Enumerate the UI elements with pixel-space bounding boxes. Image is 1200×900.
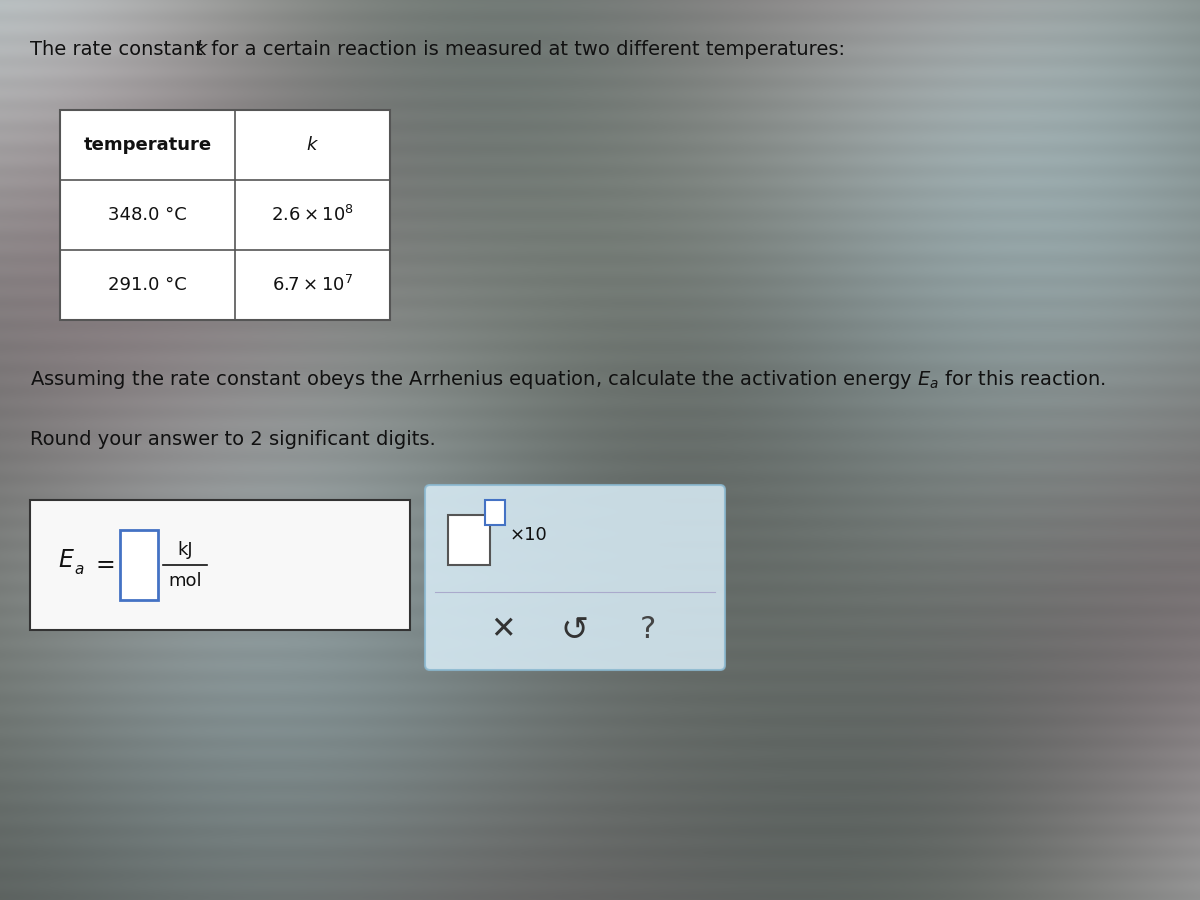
Text: mol: mol — [168, 572, 202, 590]
Text: kJ: kJ — [178, 541, 193, 559]
Text: $k$: $k$ — [306, 136, 319, 154]
Text: ?: ? — [640, 616, 655, 644]
Text: k: k — [194, 40, 206, 59]
FancyBboxPatch shape — [425, 485, 725, 670]
Text: for a certain reaction is measured at two different temperatures:: for a certain reaction is measured at tw… — [205, 40, 845, 59]
Text: ✕: ✕ — [490, 616, 515, 644]
Text: =: = — [95, 553, 115, 577]
Text: $2.6 \times 10^8$: $2.6 \times 10^8$ — [271, 205, 354, 225]
Text: $a$: $a$ — [74, 562, 84, 578]
Bar — [485, 500, 505, 525]
Bar — [448, 515, 490, 565]
Text: Round your answer to 2 significant digits.: Round your answer to 2 significant digit… — [30, 430, 436, 449]
Text: Assuming the rate constant obeys the Arrhenius equation, calculate the activatio: Assuming the rate constant obeys the Arr… — [30, 368, 1105, 391]
Bar — [60, 110, 390, 320]
Bar — [30, 500, 410, 630]
Bar — [120, 530, 158, 600]
Text: $6.7 \times 10^7$: $6.7 \times 10^7$ — [272, 275, 353, 295]
Text: 291.0 °C: 291.0 °C — [108, 276, 187, 294]
Text: $E$: $E$ — [58, 548, 74, 572]
Text: temperature: temperature — [84, 136, 211, 154]
Text: The rate constant: The rate constant — [30, 40, 209, 59]
Text: ×10: ×10 — [510, 526, 547, 544]
Text: 348.0 °C: 348.0 °C — [108, 206, 187, 224]
Text: ↺: ↺ — [562, 614, 589, 646]
